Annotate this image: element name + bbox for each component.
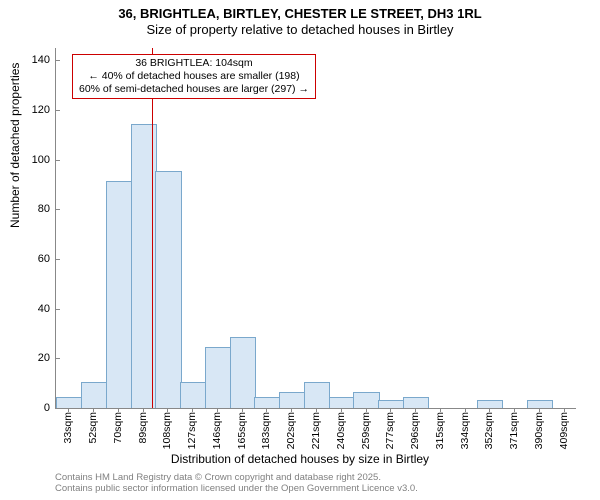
footer-line1: Contains HM Land Registry data © Crown c… [55,472,418,483]
reference-line [152,48,153,408]
x-tick-label: 183sqm [260,412,272,449]
annot-line2: ← 40% of detached houses are smaller (19… [79,70,309,83]
annot-line3: 60% of semi-detached houses are larger (… [79,83,309,96]
annotation-box: 36 BRIGHTLEA: 104sqm← 40% of detached ho… [72,54,316,99]
x-tick-label: 127sqm [186,412,198,449]
y-axis-label: Number of detached properties [8,63,22,228]
x-tick-label: 108sqm [161,412,173,449]
y-tick: 80 [26,203,56,215]
x-tick-label: 371sqm [508,412,520,449]
x-tick-label: 390sqm [533,412,545,449]
x-tick-label: 352sqm [483,412,495,449]
x-tick-label: 202sqm [285,412,297,449]
y-tick: 0 [26,402,56,414]
histogram-bar [353,392,379,408]
histogram-bar [205,347,231,408]
x-tick-label: 70sqm [112,412,124,444]
footer-attribution: Contains HM Land Registry data © Crown c… [55,472,418,495]
x-tick-label: 409sqm [558,412,570,449]
x-tick-label: 240sqm [335,412,347,449]
y-tick: 20 [26,352,56,364]
x-tick-label: 89sqm [137,412,149,444]
plot-area: 02040608010012014033sqm52sqm70sqm89sqm10… [55,48,576,409]
histogram-bar [304,382,330,408]
histogram-bar [81,382,107,408]
histogram-bar [254,397,280,408]
x-tick-label: 165sqm [236,412,248,449]
x-tick-label: 259sqm [360,412,372,449]
x-tick-label: 277sqm [384,412,396,449]
y-tick: 100 [26,154,56,166]
annot-line1: 36 BRIGHTLEA: 104sqm [79,57,309,70]
footer-line2: Contains public sector information licen… [55,483,418,494]
title-sub: Size of property relative to detached ho… [0,22,600,38]
title-main: 36, BRIGHTLEA, BIRTLEY, CHESTER LE STREE… [0,6,600,22]
x-tick-label: 296sqm [409,412,421,449]
histogram-bar [403,397,429,408]
histogram-bar [230,337,256,408]
histogram-bar [477,400,503,408]
chart-container: 36, BRIGHTLEA, BIRTLEY, CHESTER LE STREE… [0,0,600,500]
x-tick-label: 221sqm [310,412,322,449]
x-tick-label: 334sqm [459,412,471,449]
histogram-bar [56,397,82,408]
histogram-bar [378,400,404,408]
chart-title: 36, BRIGHTLEA, BIRTLEY, CHESTER LE STREE… [0,0,600,39]
histogram-bar [279,392,305,408]
x-tick-label: 52sqm [87,412,99,444]
y-tick: 140 [26,54,56,66]
histogram-bar [527,400,553,408]
histogram-bar [106,181,132,408]
x-tick-label: 33sqm [62,412,74,444]
x-tick-label: 315sqm [434,412,446,449]
histogram-bar [180,382,206,408]
x-tick-label: 146sqm [211,412,223,449]
histogram-bar [329,397,355,408]
histogram-bar [155,171,181,408]
x-axis-label: Distribution of detached houses by size … [0,452,600,466]
y-tick: 120 [26,104,56,116]
y-tick: 60 [26,253,56,265]
y-tick: 40 [26,303,56,315]
